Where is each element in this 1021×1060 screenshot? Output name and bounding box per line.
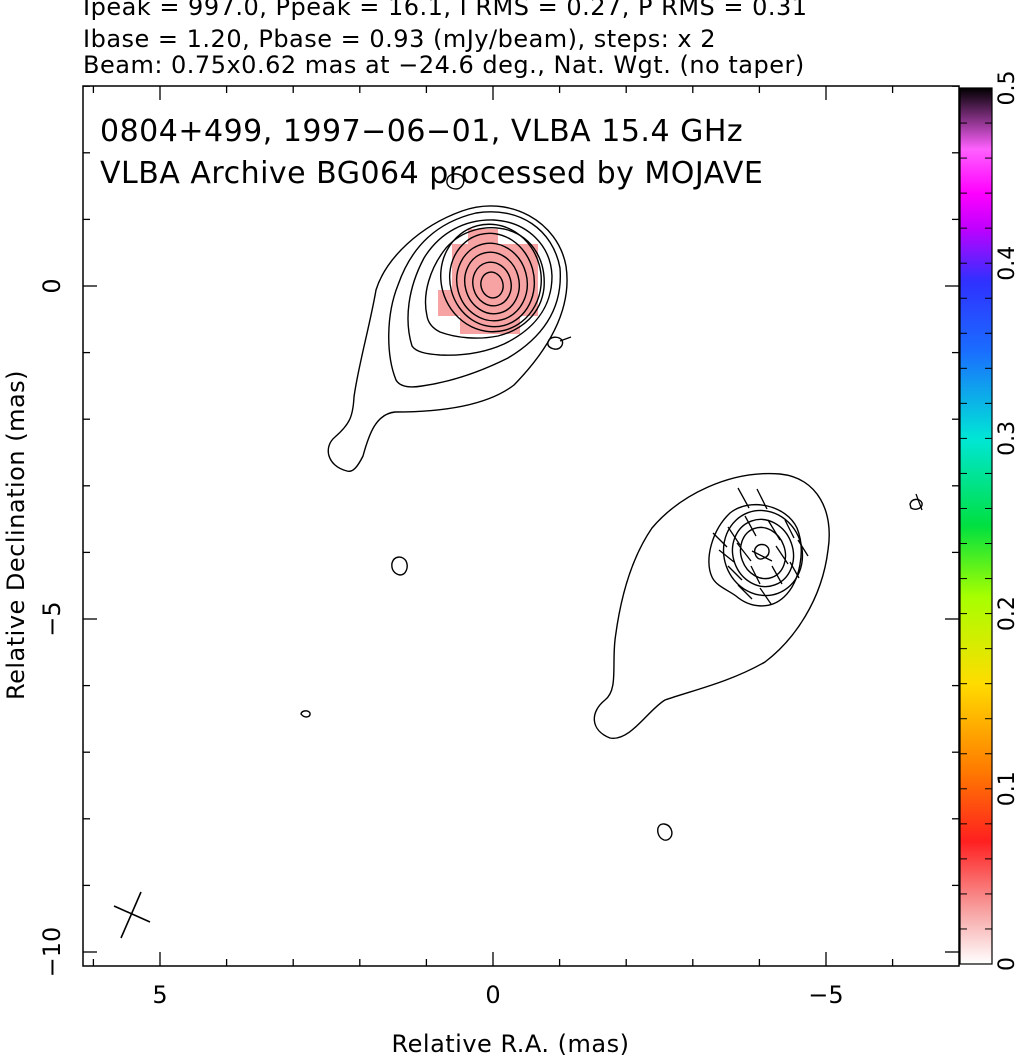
core-contours: [327, 205, 568, 473]
colorbar-tick-label: 0.4: [995, 246, 1020, 281]
restoring-beam: [113, 891, 151, 939]
colorbar-tick-label: 0.2: [995, 596, 1020, 631]
y-axis-label: Relative Declination (mas): [2, 369, 30, 700]
y-tick-label: 0: [38, 278, 66, 293]
polarization-patch: [438, 229, 538, 334]
noise-contours: [300, 173, 923, 841]
map-title-line-1: 0804+499, 1997−06−01, VLBA 15.4 GHz: [100, 114, 743, 149]
colorbar-tick-label: 0.3: [995, 421, 1020, 456]
x-tick-label: 0: [485, 981, 500, 1009]
header-line-1: Ipeak = 997.0, Ppeak = 16.1, I RMS = 0.2…: [83, 0, 808, 21]
colorbar-tick-label: 0.1: [995, 771, 1020, 806]
plot-axes: 5 0 −5 0 −5 −10: [38, 85, 960, 1009]
x-tick-label: −5: [808, 981, 843, 1009]
header-line-3: Beam: 0.75x0.62 mas at −24.6 deg., Nat. …: [83, 51, 805, 79]
y-tick-label: −10: [38, 927, 66, 978]
colorbar-tick-label: 0.5: [995, 71, 1020, 106]
jet-contours: [593, 472, 830, 739]
header-line-2: Ibase = 1.20, Pbase = 0.93 (mJy/beam), s…: [83, 25, 717, 53]
x-tick-label: 5: [152, 981, 167, 1009]
y-tick-label: −5: [38, 601, 66, 636]
colorbar-tick-label: 0: [995, 957, 1020, 971]
polarization-vectors: [712, 487, 809, 605]
x-axis-label: Relative R.A. (mas): [391, 1030, 630, 1058]
map-title-line-2: VLBA Archive BG064 processed by MOJAVE: [100, 156, 763, 191]
colorbar: 0 0.1 0.2 0.3 0.4 0.5: [959, 71, 1020, 971]
